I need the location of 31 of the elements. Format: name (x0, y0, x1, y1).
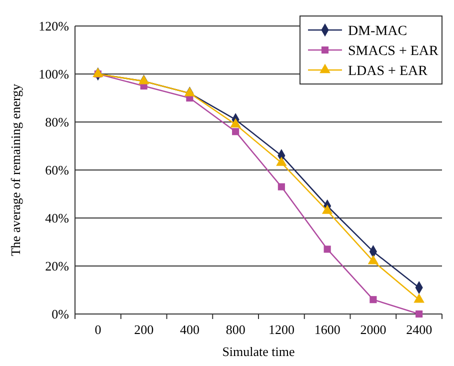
y-axis-title: The average of remaining energy (8, 83, 23, 256)
legend-label: LDAS + EAR (348, 64, 428, 79)
x-tick-label: 1600 (314, 322, 340, 337)
point (184, 86, 196, 96)
point (370, 296, 377, 304)
point (276, 156, 287, 166)
point (324, 246, 331, 253)
x-tick-label: 2000 (360, 322, 386, 337)
point (232, 128, 240, 136)
y-tick-label: 0% (52, 306, 70, 322)
x-tick-label: 200 (134, 322, 154, 337)
point (92, 68, 104, 78)
point (322, 204, 333, 214)
y-tick-label: 40% (45, 210, 70, 226)
point (138, 74, 150, 84)
point (278, 183, 285, 190)
point (416, 310, 423, 318)
x-tick-label: 1200 (268, 322, 294, 337)
y-tick-label: 80% (45, 114, 70, 130)
x-tick-label: 400 (180, 322, 200, 337)
x-axis-title: Simulate time (222, 344, 296, 359)
y-tick-label: 20% (45, 258, 70, 274)
legend-label: SMACS + EAR (348, 44, 440, 59)
x-tick-label: 0 (94, 322, 102, 337)
y-tick-label: 100% (38, 66, 70, 82)
legend-label: DM-MAC (348, 24, 408, 39)
x-tick-label: 2400 (406, 322, 432, 337)
point (230, 118, 241, 128)
y-tick-label: 120% (38, 18, 70, 34)
x-tick-label: 800 (226, 322, 246, 337)
y-tick-label: 60% (45, 162, 70, 178)
